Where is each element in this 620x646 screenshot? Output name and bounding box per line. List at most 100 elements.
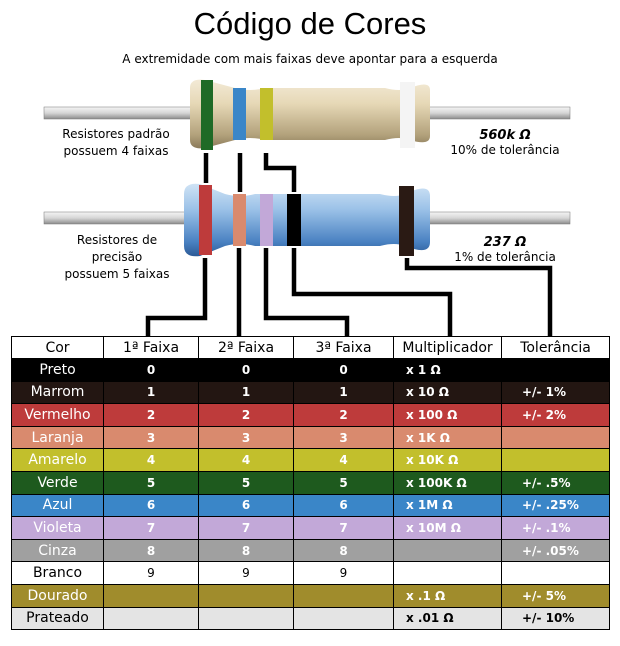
band-brown	[399, 186, 414, 256]
tolerance-cell: +/- .1%	[501, 516, 610, 540]
label-line-1: Resistores de precisão	[76, 233, 158, 264]
table-row: Prateado x .01 Ω +/- 10%	[11, 606, 610, 631]
label-line-2: possuem 5 faixas	[64, 267, 170, 281]
band-2-cell: 9	[198, 561, 294, 585]
tolerance-cell	[501, 561, 610, 585]
tolerance-cell: +/- 10%	[501, 606, 610, 631]
resistor-body	[184, 183, 430, 257]
multiplier-cell: x .1 Ω	[393, 583, 502, 608]
table-row: Marrom 1 1 1 x 10 Ω +/- 1%	[11, 380, 610, 405]
band-2-cell: 3	[198, 425, 294, 450]
connector-band-1	[145, 258, 208, 336]
tolerance-text: 10% de tolerância	[450, 143, 560, 157]
lead-right	[421, 211, 571, 225]
color-name-cell: Preto	[11, 358, 104, 382]
lead-right	[421, 106, 571, 120]
color-name-cell: Prateado	[11, 606, 104, 631]
band-1-cell: 0	[103, 358, 199, 382]
table-row: Laranja 3 3 3 x 1K Ω	[11, 425, 610, 450]
table-row: Verde 5 5 5 x 100K Ω +/- .5%	[11, 470, 610, 495]
band-black	[287, 194, 301, 246]
multiplier-cell	[393, 538, 502, 563]
resistor-4-label: Resistores padrão possuem 4 faixas	[56, 126, 176, 160]
band-white	[400, 82, 415, 148]
band-2-cell	[198, 606, 294, 631]
band-violet	[260, 194, 273, 246]
color-name-cell: Vermelho	[11, 403, 104, 427]
connector-band-3	[263, 248, 350, 336]
band-3-cell: 1	[293, 380, 394, 405]
table-row: Preto 0 0 0 x 1 Ω	[11, 358, 610, 382]
band-1-cell: 8	[103, 538, 199, 563]
connector-tolerance	[404, 258, 553, 336]
band-2-cell: 0	[198, 358, 294, 382]
lead-left	[43, 106, 193, 120]
lead-left	[43, 211, 193, 225]
band-yellow	[260, 88, 273, 140]
page-subtitle: A extremidade com mais faixas deve apont…	[122, 52, 498, 66]
header-faixa-2: 2ª Faixa	[198, 336, 294, 359]
resistor-body	[190, 79, 430, 149]
color-name-cell: Verde	[11, 470, 104, 495]
band-1-cell: 5	[103, 470, 199, 495]
connector-3	[263, 153, 297, 192]
band-3-cell	[293, 606, 394, 631]
color-name-cell: Cinza	[11, 538, 104, 563]
band-3-cell: 5	[293, 470, 394, 495]
band-orange	[233, 194, 246, 246]
band-3-cell: 6	[293, 493, 394, 518]
resistance-value: 237 Ω	[483, 235, 527, 250]
multiplier-cell: x 100 Ω	[393, 403, 502, 427]
band-1-cell: 7	[103, 516, 199, 540]
multiplier-cell: x 1K Ω	[393, 425, 502, 450]
table-row: Violeta 7 7 7 x 10M Ω +/- .1%	[11, 516, 610, 540]
multiplier-cell	[393, 561, 502, 585]
band-2-cell: 2	[198, 403, 294, 427]
header-cor: Cor	[11, 336, 104, 359]
color-name-cell: Laranja	[11, 425, 104, 450]
header-faixa-1: 1ª Faixa	[103, 336, 199, 359]
color-name-cell: Marrom	[11, 380, 104, 405]
connector-multiplier	[291, 248, 453, 336]
tolerance-cell: +/- .5%	[501, 470, 610, 495]
color-name-cell: Amarelo	[11, 448, 104, 472]
multiplier-cell: x 10 Ω	[393, 380, 502, 405]
band-2-cell: 5	[198, 470, 294, 495]
color-name-cell: Azul	[11, 493, 104, 518]
resistor-diagram	[43, 79, 571, 336]
band-2-cell	[198, 583, 294, 608]
band-1-cell: 9	[103, 561, 199, 585]
band-blue	[233, 88, 246, 140]
tolerance-cell: +/- .05%	[501, 538, 610, 563]
band-3-cell: 4	[293, 448, 394, 472]
band-connectors	[145, 153, 553, 336]
table-row: Azul 6 6 6 x 1M Ω +/- .25%	[11, 493, 610, 518]
tolerance-cell: +/- .25%	[501, 493, 610, 518]
multiplier-cell: x 1M Ω	[393, 493, 502, 518]
multiplier-cell: x .01 Ω	[393, 606, 502, 631]
resistor-5-label: Resistores de precisão possuem 5 faixas	[50, 232, 184, 283]
header-multiplicador: Multiplicador	[393, 336, 502, 359]
table-row: Vermelho 2 2 2 x 100 Ω +/- 2%	[11, 403, 610, 427]
band-2-cell: 1	[198, 380, 294, 405]
tolerance-cell: +/- 1%	[501, 380, 610, 405]
header-faixa-3: 3ª Faixa	[293, 336, 394, 359]
multiplier-cell: x 10M Ω	[393, 516, 502, 540]
tolerance-cell	[501, 425, 610, 450]
band-3-cell: 3	[293, 425, 394, 450]
resistance-value: 560k Ω	[479, 128, 531, 143]
band-3-cell: 8	[293, 538, 394, 563]
color-name-cell: Branco	[11, 561, 104, 585]
band-1-cell: 4	[103, 448, 199, 472]
band-2-cell: 8	[198, 538, 294, 563]
tolerance-cell: +/- 2%	[501, 403, 610, 427]
tolerance-cell: +/- 5%	[501, 583, 610, 608]
color-name-cell: Violeta	[11, 516, 104, 540]
table-header-row: Cor 1ª Faixa 2ª Faixa 3ª Faixa Multiplic…	[11, 336, 610, 359]
header-tolerancia: Tolerância	[501, 336, 610, 359]
band-1-cell: 2	[103, 403, 199, 427]
band-1-cell: 3	[103, 425, 199, 450]
resistor-5-band	[43, 183, 571, 257]
tolerance-cell	[501, 448, 610, 472]
resistor-4-value-block: 560k Ω 10% de tolerância	[440, 128, 570, 158]
